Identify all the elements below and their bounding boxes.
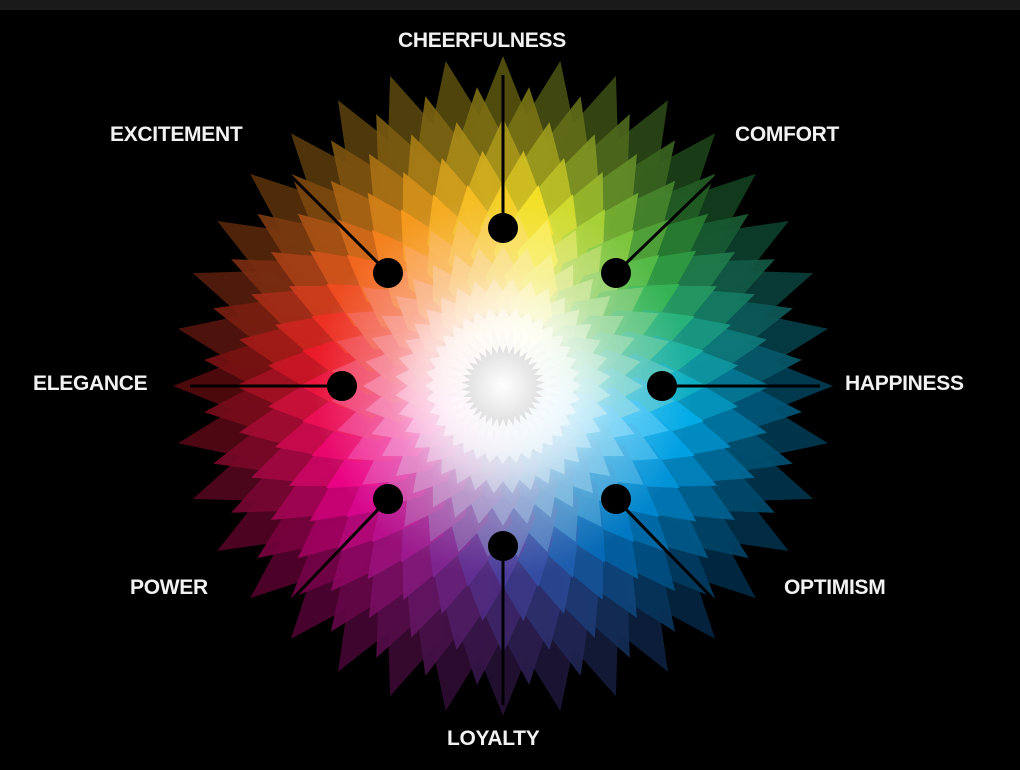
label-excitement: EXCITEMENT <box>110 123 243 146</box>
marker-dot-icon <box>488 213 518 243</box>
marker-dot-icon <box>373 258 403 288</box>
center-glow <box>313 196 693 576</box>
label-comfort: COMFORT <box>735 123 840 146</box>
connector-line-optimism <box>614 497 724 610</box>
label-happiness: HAPPINESS <box>845 372 964 395</box>
marker-dot-icon <box>601 258 631 288</box>
label-loyalty: LOYALTY <box>447 727 540 750</box>
marker-dot-icon <box>488 531 518 561</box>
label-power: POWER <box>130 576 208 599</box>
marker-dot-icon <box>647 371 677 401</box>
connector-line-excitement <box>278 163 390 275</box>
marker-dot-icon <box>373 484 403 514</box>
marker-dot-icon <box>327 371 357 401</box>
marker-dot-icon <box>601 484 631 514</box>
label-elegance: ELEGANCE <box>33 372 148 395</box>
top-bar <box>0 0 1020 10</box>
connector-lines <box>190 75 820 705</box>
label-cheerfulness: CHEERFULNESS <box>398 29 566 52</box>
label-optimism: OPTIMISM <box>784 576 886 599</box>
connector-line-comfort <box>614 166 727 275</box>
connector-line-power <box>280 497 390 612</box>
